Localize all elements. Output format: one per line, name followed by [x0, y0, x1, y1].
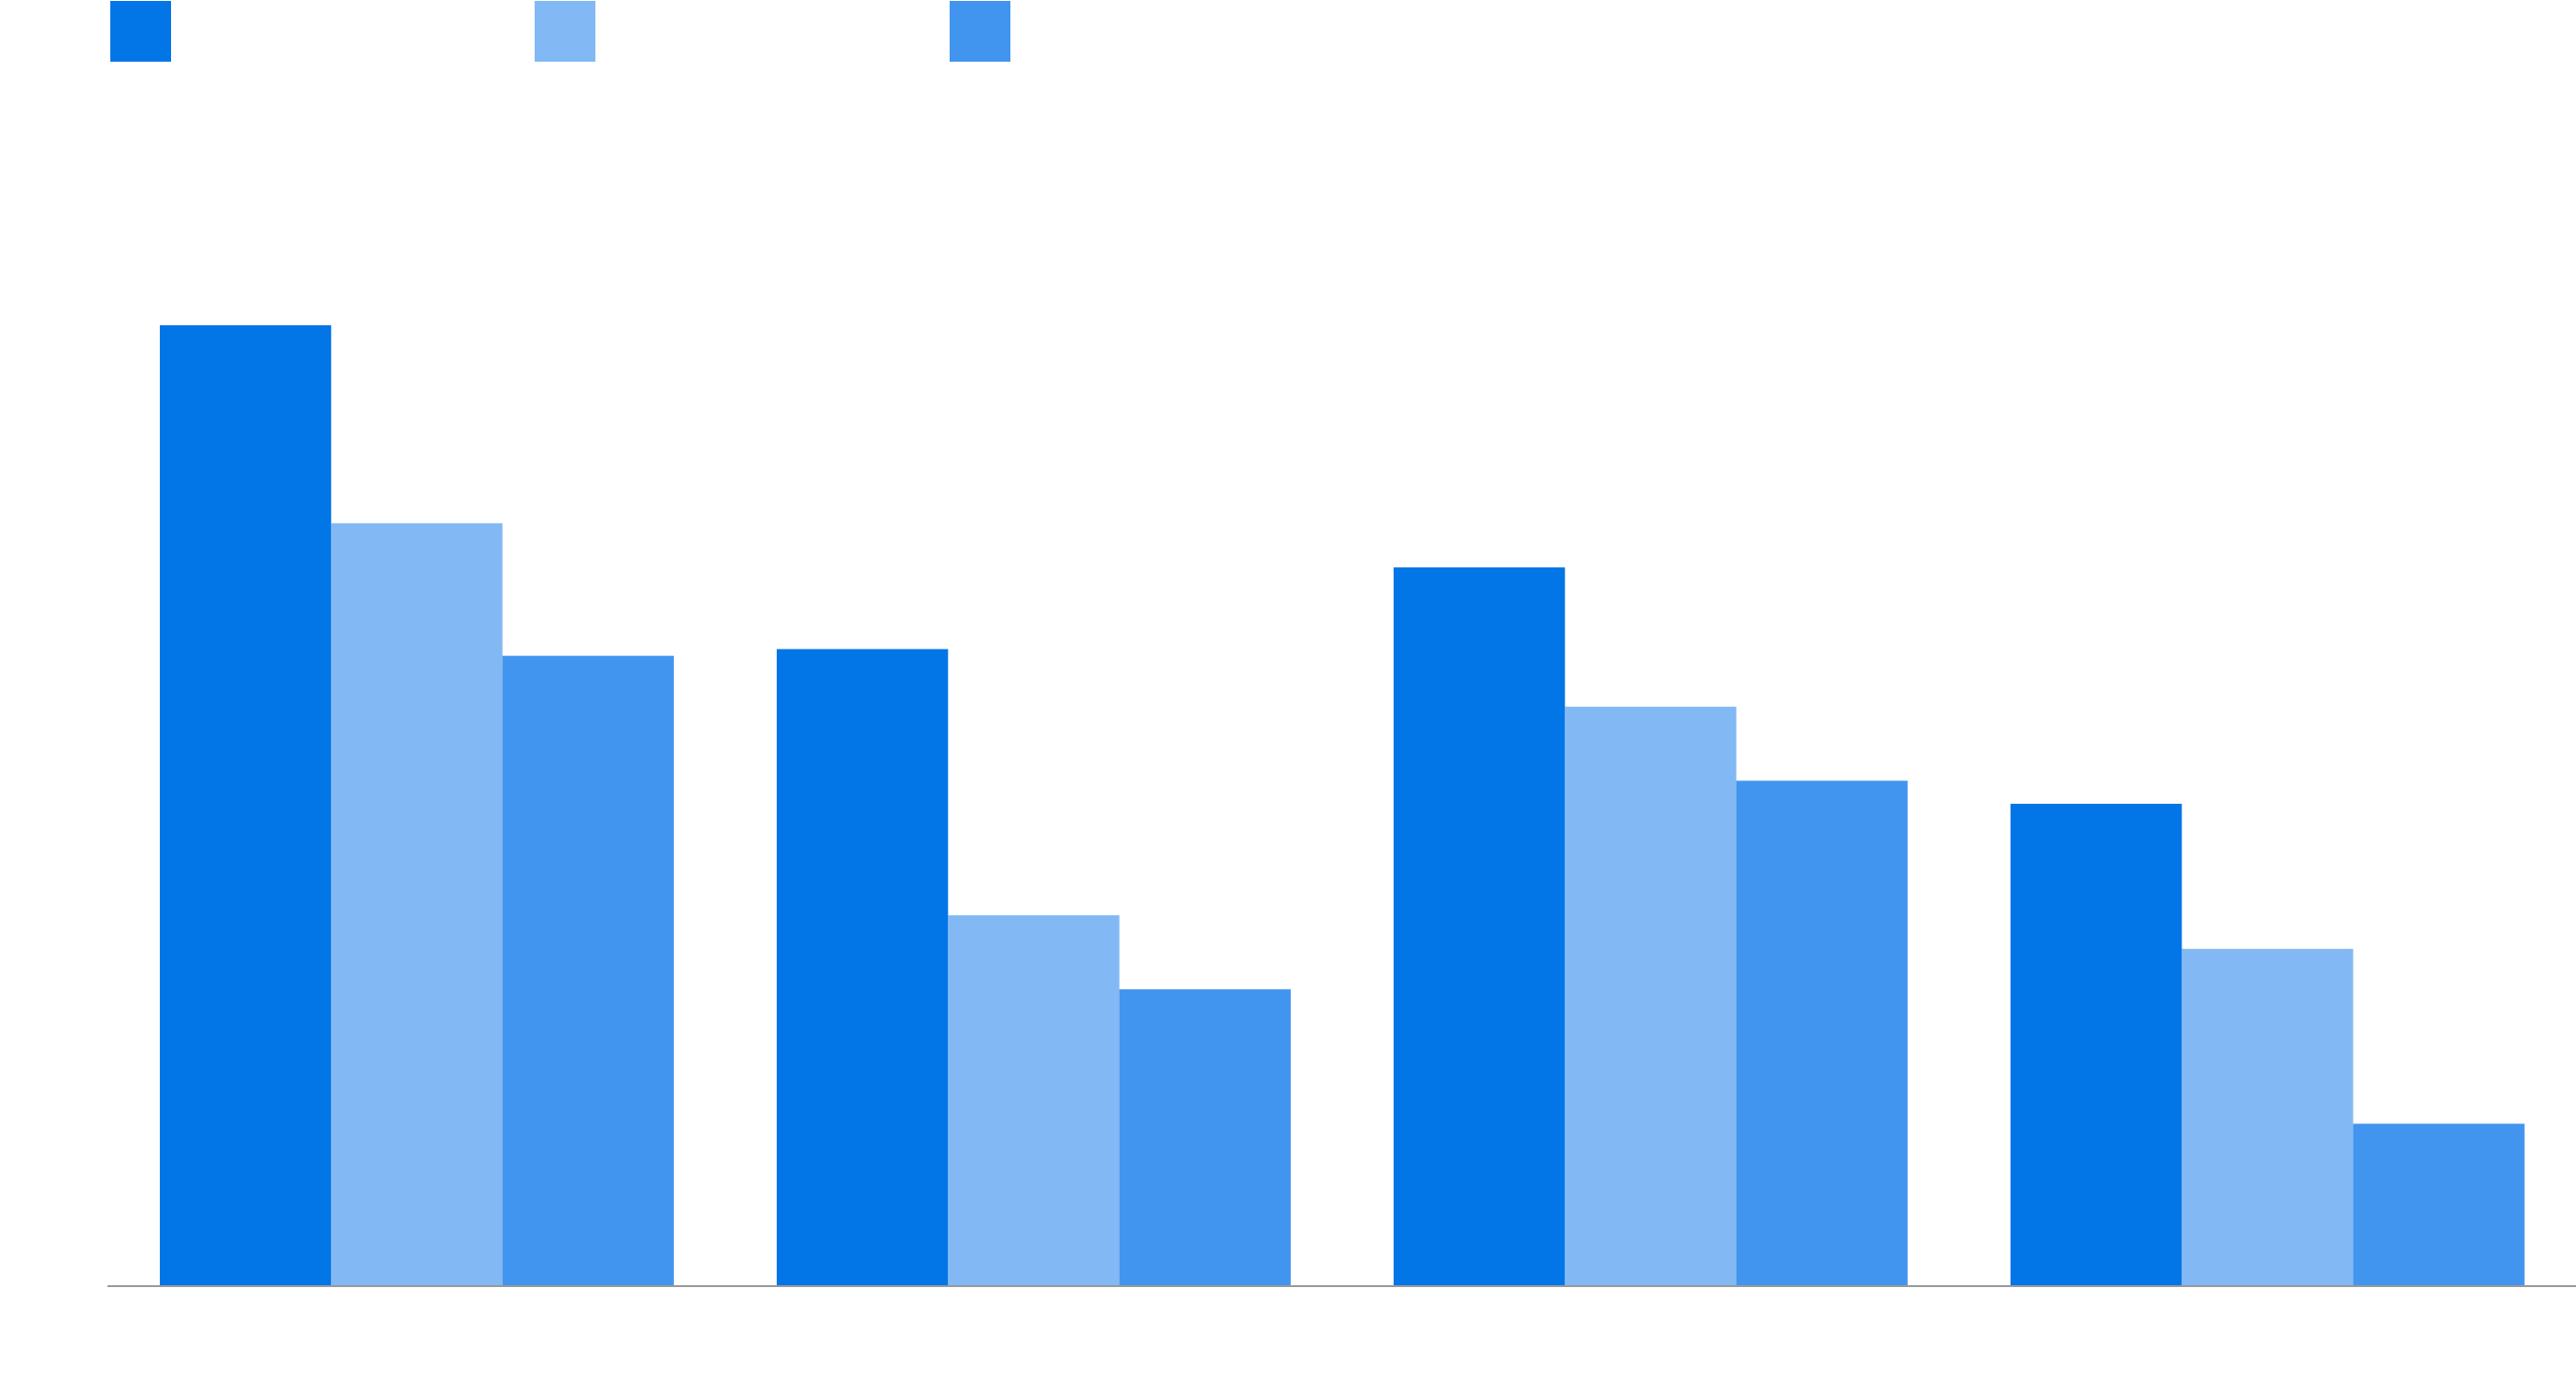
bar-group1-series1	[160, 325, 332, 1286]
bar-group3-series3	[1736, 780, 1908, 1286]
chart-bars	[160, 325, 2525, 1286]
bar-group3-series2	[1565, 707, 1737, 1286]
legend-swatch-1	[110, 1, 171, 62]
bar-group4-series3	[2353, 1124, 2525, 1286]
bar-group1-series3	[502, 655, 674, 1286]
chart-legend	[110, 1, 1010, 62]
bar-group4-series1	[2011, 803, 2182, 1286]
bar-group2-series1	[777, 649, 949, 1286]
bar-group3-series1	[1394, 567, 1566, 1286]
legend-swatch-3	[950, 1, 1010, 62]
legend-swatch-2	[535, 1, 595, 62]
bar-group1-series2	[331, 522, 503, 1286]
bar-group2-series2	[948, 915, 1120, 1286]
bar-group4-series2	[2182, 949, 2354, 1286]
bar-group2-series3	[1119, 989, 1291, 1286]
